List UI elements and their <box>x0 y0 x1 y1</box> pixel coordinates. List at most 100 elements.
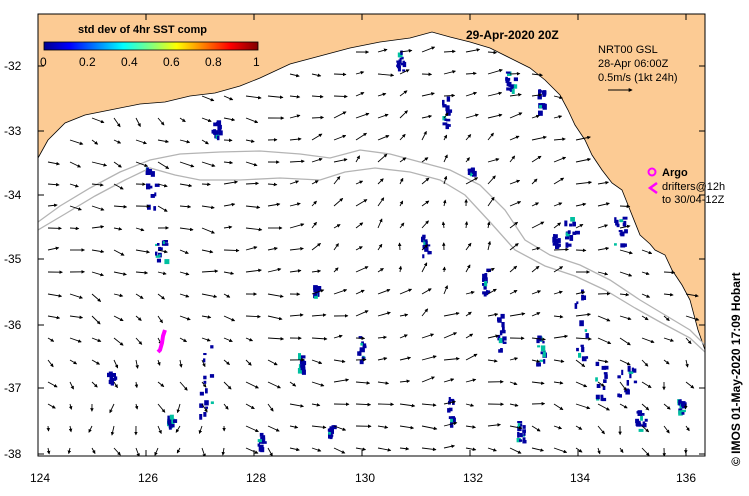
sst-patch <box>626 380 630 386</box>
current-arrow <box>157 139 169 144</box>
sst-patch <box>298 364 301 369</box>
current-info-line3: 0.5m/s (1kt 24h) <box>598 72 677 84</box>
current-arrow <box>531 265 540 273</box>
current-arrow <box>531 178 538 185</box>
current-arrow <box>619 381 627 391</box>
sst-patch <box>569 235 574 241</box>
current-arrow <box>289 159 305 164</box>
current-arrow <box>333 176 341 185</box>
current-arrow <box>441 221 446 229</box>
sst-patch <box>209 374 215 378</box>
sst-patch <box>486 268 492 273</box>
current-arrow <box>553 334 569 339</box>
current-arrow <box>113 315 124 322</box>
sst-patch <box>556 243 561 247</box>
sst-patch <box>422 254 425 259</box>
sst-patch <box>205 406 209 409</box>
current-arrow <box>289 137 302 141</box>
sst-patch <box>497 318 502 323</box>
current-arrow <box>113 139 122 144</box>
sst-patch <box>482 278 486 282</box>
longitude-labels: 124 126 128 130 132 134 136 <box>30 471 696 485</box>
current-arrow <box>487 334 500 339</box>
current-arrow <box>509 243 519 251</box>
sst-patch <box>540 345 546 352</box>
current-arrow <box>509 289 518 295</box>
current-arrow <box>311 289 325 295</box>
sst-patch <box>619 219 624 223</box>
current-arrow <box>245 139 255 143</box>
drifters-label-line2: to 30/04-12Z <box>662 194 725 206</box>
sst-patch <box>199 391 204 396</box>
current-arrow <box>355 199 368 207</box>
current-arrow <box>575 403 591 410</box>
sst-patch <box>631 367 634 372</box>
sst-patch <box>199 414 203 420</box>
current-arrow <box>509 312 526 317</box>
current-arrow <box>421 200 430 207</box>
sst-patch <box>396 60 401 63</box>
current-arrow <box>531 290 542 295</box>
sst-patch <box>446 118 451 122</box>
current-arrow <box>509 112 523 119</box>
current-arrow <box>487 50 498 55</box>
current-arrow <box>113 183 124 190</box>
sst-patch <box>203 412 207 417</box>
current-arrow <box>487 68 503 75</box>
sst-patch <box>145 170 151 176</box>
sst-patch <box>604 374 608 379</box>
current-arrow <box>311 133 323 141</box>
sst-patch <box>162 241 165 245</box>
sst-patch <box>167 417 170 421</box>
current-arrow <box>465 290 475 295</box>
current-arrow <box>113 161 122 168</box>
current-arrow <box>421 114 433 119</box>
current-arrow <box>179 337 188 343</box>
current-arrow <box>597 271 609 276</box>
sst-patch <box>150 185 153 189</box>
current-arrow <box>399 49 413 53</box>
current-arrow <box>487 196 495 207</box>
current-arrow <box>333 94 348 99</box>
current-arrow <box>377 197 385 207</box>
sst-patch <box>536 362 541 367</box>
sst-patch <box>627 365 631 372</box>
current-arrow <box>311 73 322 78</box>
current-arrow <box>201 249 214 254</box>
current-arrow <box>91 117 105 124</box>
current-arrow <box>553 177 565 185</box>
current-arrow <box>597 180 609 185</box>
current-arrow <box>641 337 655 344</box>
current-arrow <box>487 91 503 97</box>
sst-patch <box>678 400 681 406</box>
sst-patch <box>506 82 509 87</box>
sst-patch <box>640 416 643 421</box>
current-arrow <box>443 175 448 185</box>
current-arrow <box>597 425 605 435</box>
sst-patch <box>624 229 628 234</box>
current-arrow <box>355 70 365 75</box>
sst-patch <box>505 79 510 83</box>
sst-patch <box>445 105 450 112</box>
current-arrow <box>443 70 456 75</box>
current-arrow <box>486 221 491 229</box>
current-arrow <box>619 359 631 366</box>
current-arrow <box>355 402 372 407</box>
sst-patch <box>216 135 220 141</box>
current-arrow <box>377 268 384 273</box>
current-arrow <box>267 293 284 298</box>
current-arrow <box>333 288 348 295</box>
current-arrow <box>399 69 410 75</box>
current-arrow <box>91 161 108 167</box>
sst-patch <box>580 344 584 347</box>
current-arrow <box>223 117 236 122</box>
current-arrow <box>487 132 494 141</box>
current-arrow <box>487 240 492 251</box>
sst-patch <box>581 356 587 362</box>
sst-patch <box>301 360 307 366</box>
current-arrow <box>421 308 429 317</box>
current-arrow <box>267 95 284 99</box>
sst-patch <box>421 236 424 242</box>
current-arrow <box>223 271 235 276</box>
